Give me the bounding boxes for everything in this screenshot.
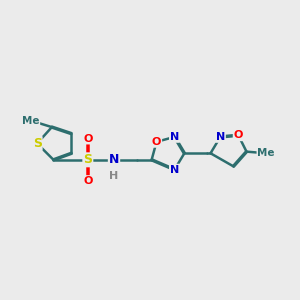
Text: O: O	[152, 137, 161, 147]
Text: S: S	[83, 153, 92, 166]
Text: Me: Me	[22, 116, 39, 126]
Text: O: O	[83, 176, 92, 186]
Text: Me: Me	[257, 148, 275, 158]
Text: O: O	[234, 130, 243, 140]
Text: H: H	[110, 171, 118, 181]
Text: N: N	[170, 165, 179, 175]
Text: N: N	[109, 153, 119, 166]
Text: N: N	[216, 132, 225, 142]
Text: O: O	[83, 134, 92, 143]
Text: S: S	[33, 137, 42, 150]
Text: N: N	[170, 132, 179, 142]
